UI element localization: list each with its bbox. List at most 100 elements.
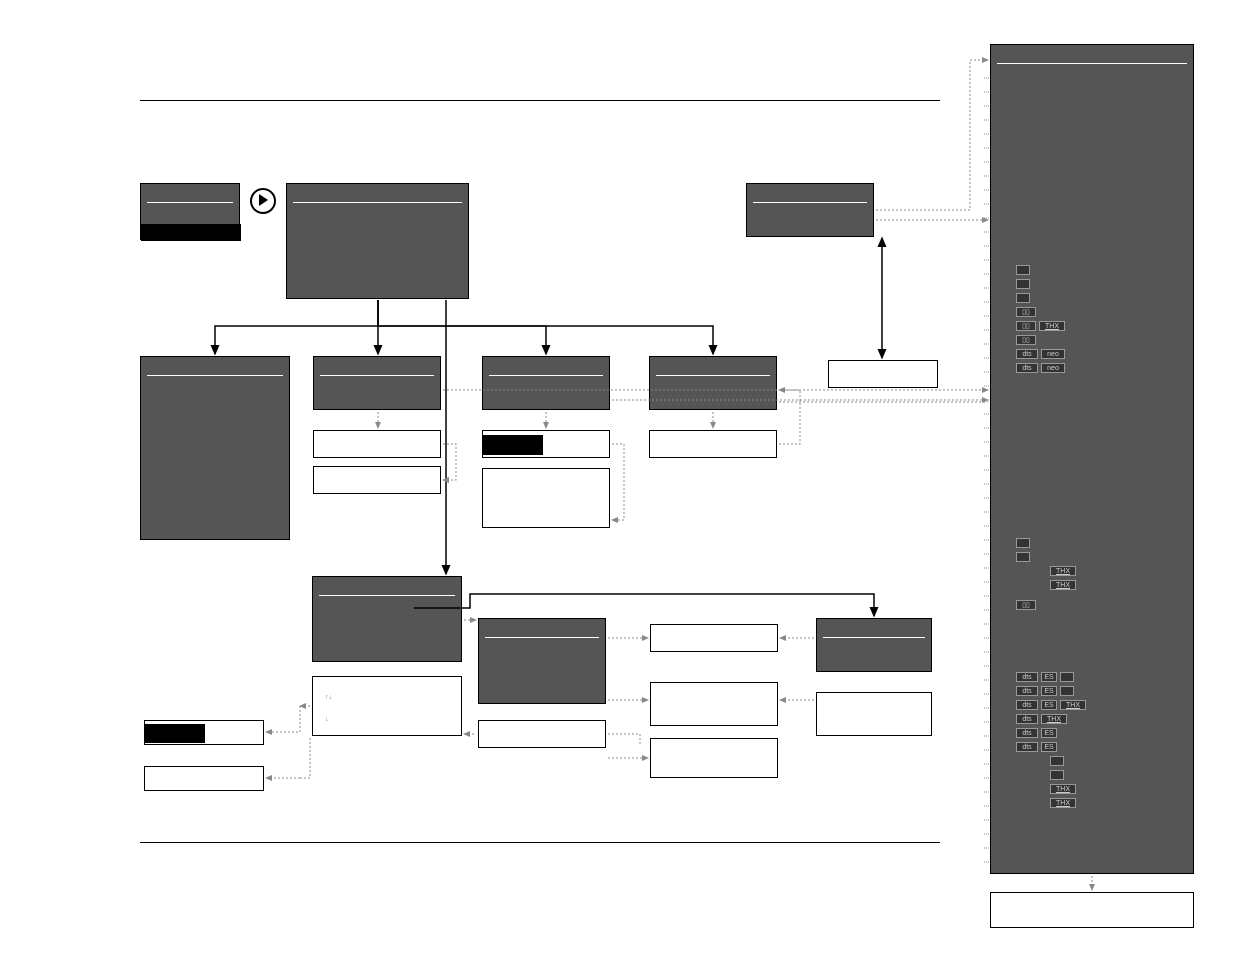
es-icon: ES — [1041, 672, 1057, 682]
format-icon-row — [1016, 538, 1030, 548]
dts-icon: dts — [1016, 742, 1038, 752]
dts-icon: dts — [1016, 714, 1038, 724]
mode-icon — [1016, 265, 1030, 275]
mode-icon — [1050, 770, 1064, 780]
thx-icon: THX — [1050, 566, 1076, 576]
es-icon: ES — [1041, 700, 1057, 710]
dts-icon: dts — [1016, 700, 1038, 710]
format-icon-row: dtsTHX — [1016, 714, 1067, 724]
mode-icon — [1016, 279, 1030, 289]
format-icon-row: dtsES — [1016, 728, 1057, 738]
neo-icon: neo — [1041, 349, 1065, 359]
diagram-stage: ↑↓↓▯▯▯▯THX▯▯dtsneodtsneoTHXTHX▯▯dtsESdts… — [0, 0, 1235, 954]
format-icon-row: ▯▯ — [1016, 307, 1036, 317]
dolby-icon: ▯▯ — [1016, 307, 1036, 317]
thx-icon: THX — [1041, 714, 1067, 724]
es-icon: ES — [1041, 728, 1057, 738]
format-icon-row — [1050, 756, 1064, 766]
box-G2 — [649, 430, 777, 458]
dts-icon: dts — [1016, 686, 1038, 696]
box-E2 — [313, 430, 441, 458]
dolby-icon: ▯▯ — [1016, 321, 1036, 331]
box-J3 — [478, 720, 606, 748]
box-header-line — [320, 375, 434, 376]
box-M2 — [816, 692, 932, 736]
box-M — [816, 618, 932, 672]
thx-icon: THX — [1050, 798, 1076, 808]
thx-icon: THX — [1060, 700, 1086, 710]
box-header-line — [147, 375, 283, 376]
format-icon-row: dtsneo — [1016, 349, 1065, 359]
box-H — [828, 360, 938, 388]
mode-icon — [1060, 686, 1074, 696]
format-icon-row: THX — [1050, 566, 1076, 576]
box-F — [482, 356, 610, 410]
box-D — [140, 356, 290, 540]
box-header-line — [753, 202, 867, 203]
box-header-line — [656, 375, 770, 376]
box-K — [478, 618, 606, 704]
format-icon-row: ▯▯ — [1016, 600, 1036, 610]
mode-icon — [1016, 293, 1030, 303]
format-icon-row — [1050, 770, 1064, 780]
box-A — [140, 183, 240, 240]
format-icon-row: THX — [1050, 580, 1076, 590]
mode-icon — [1050, 756, 1064, 766]
dts-icon: dts — [1016, 728, 1038, 738]
format-icon-row: THX — [1050, 784, 1076, 794]
mode-icon — [1016, 538, 1030, 548]
box-L2 — [650, 682, 778, 726]
box-P1 — [144, 720, 264, 745]
es-icon: ES — [1041, 742, 1057, 752]
box-C — [746, 183, 874, 237]
format-icon-row: dtsES — [1016, 686, 1074, 696]
down-arrow-icon: ↓ — [325, 717, 329, 723]
dolby-icon: ▯▯ — [1016, 600, 1036, 610]
dts-icon: dts — [1016, 363, 1038, 373]
box-E3 — [313, 466, 441, 494]
format-icon-row: dtsESTHX — [1016, 700, 1086, 710]
black-strip — [483, 435, 543, 455]
dolby-icon: ▯▯ — [1016, 335, 1036, 345]
box-header-line — [823, 637, 925, 638]
mode-icon — [1016, 552, 1030, 562]
format-icon-row: THX — [1050, 798, 1076, 808]
dts-icon: dts — [1016, 672, 1038, 682]
box-header-line — [489, 375, 603, 376]
horizontal-rule — [140, 100, 940, 101]
box-P2 — [144, 766, 264, 791]
box-header-line — [485, 637, 599, 638]
format-icon-row — [1016, 279, 1030, 289]
mode-icon — [1060, 672, 1074, 682]
play-icon — [250, 188, 276, 214]
format-icon-row — [1016, 552, 1030, 562]
black-strip — [145, 724, 205, 743]
format-icon-row: dtsneo — [1016, 363, 1065, 373]
format-icon-row: ▯▯THX — [1016, 321, 1065, 331]
neo-icon: neo — [1041, 363, 1065, 373]
format-icon-row — [1016, 265, 1030, 275]
box-R2 — [990, 892, 1194, 928]
box-E — [313, 356, 441, 410]
box-header-line — [997, 63, 1187, 64]
box-header-line — [147, 202, 233, 203]
box-L3 — [650, 738, 778, 778]
box-header-line — [319, 595, 455, 596]
es-icon: ES — [1041, 686, 1057, 696]
box-L1 — [650, 624, 778, 652]
box-J — [312, 576, 462, 662]
box-B — [286, 183, 469, 299]
box-F3 — [482, 468, 610, 528]
black-strip — [141, 224, 241, 241]
dts-icon: dts — [1016, 349, 1038, 359]
horizontal-rule — [140, 842, 940, 843]
format-icon-row: ▯▯ — [1016, 335, 1036, 345]
format-icon-row: dtsES — [1016, 742, 1057, 752]
box-J2: ↑↓ ↓ — [312, 676, 462, 736]
thx-icon: THX — [1039, 321, 1065, 331]
updown-arrows-icon: ↑↓ — [325, 695, 332, 701]
box-G — [649, 356, 777, 410]
thx-icon: THX — [1050, 784, 1076, 794]
format-icon-row — [1016, 293, 1030, 303]
thx-icon: THX — [1050, 580, 1076, 590]
